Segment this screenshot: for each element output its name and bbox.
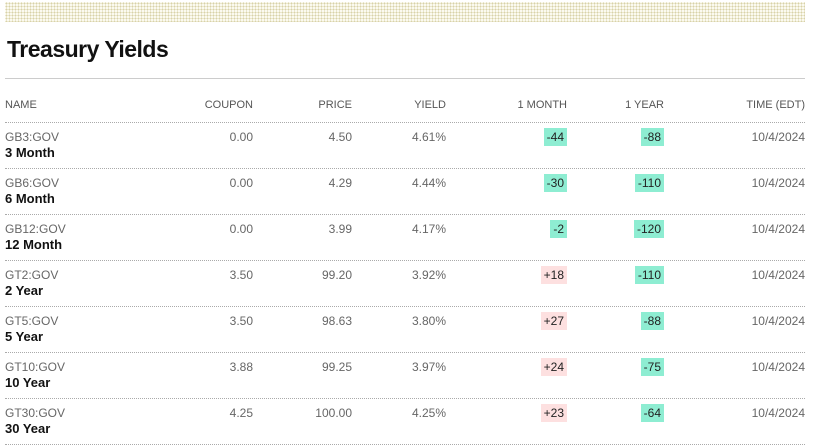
time: 10/4/2024 [751, 314, 805, 328]
column-header: NAME [5, 99, 37, 111]
yield: 3.92% [411, 268, 446, 282]
row-separator [5, 168, 805, 169]
change-month: +18 [540, 266, 567, 284]
change-year: -88 [640, 128, 664, 146]
change-year: -75 [640, 358, 664, 376]
instrument-name: 6 Month [5, 191, 55, 206]
time: 10/4/2024 [751, 360, 805, 374]
column-header: PRICE [318, 99, 352, 111]
divider [5, 78, 805, 79]
yield: 4.44% [411, 176, 446, 190]
ticker: GT10:GOV [5, 360, 66, 374]
change-month: -30 [543, 174, 567, 192]
price: 99.20 [321, 268, 352, 282]
row-separator [5, 122, 805, 123]
change-month: +23 [540, 404, 567, 422]
instrument-name: 2 Year [5, 283, 44, 298]
coupon: 0.00 [229, 176, 253, 190]
instrument-name: 3 Month [5, 145, 55, 160]
time: 10/4/2024 [751, 406, 805, 420]
coupon: 0.00 [229, 130, 253, 144]
price: 98.63 [321, 314, 352, 328]
column-header: YIELD [414, 99, 446, 111]
change-year: -110 [634, 174, 664, 192]
instrument-name: 10 Year [5, 375, 51, 390]
time: 10/4/2024 [751, 130, 805, 144]
coupon: 3.88 [229, 360, 253, 374]
yield: 4.61% [411, 130, 446, 144]
row-separator [5, 444, 805, 445]
price: 4.50 [328, 130, 352, 144]
yield: 4.17% [411, 222, 446, 236]
change-month: -44 [543, 128, 567, 146]
time: 10/4/2024 [751, 222, 805, 236]
instrument-name: 12 Month [5, 237, 63, 252]
time: 10/4/2024 [751, 176, 805, 190]
row-separator [5, 306, 805, 307]
row-separator [5, 260, 805, 261]
price: 4.29 [328, 176, 352, 190]
column-header: COUPON [204, 99, 253, 111]
coupon: 3.50 [229, 314, 253, 328]
row-separator [5, 398, 805, 399]
coupon: 4.25 [229, 406, 253, 420]
ticker: GB12:GOV [5, 222, 66, 236]
yield: 3.80% [411, 314, 446, 328]
change-month: +24 [540, 358, 567, 376]
column-header: 1 YEAR [625, 99, 664, 111]
ticker: GT5:GOV [5, 314, 59, 328]
change-month: -2 [550, 220, 567, 238]
ticker: GT2:GOV [5, 268, 59, 282]
yield: 4.25% [411, 406, 446, 420]
price: 100.00 [315, 406, 352, 420]
title: Treasury Yields [7, 36, 169, 62]
time: 10/4/2024 [751, 268, 805, 282]
price: 3.99 [328, 222, 352, 236]
column-header: 1 MONTH [517, 99, 568, 111]
ticker: GB6:GOV [5, 176, 60, 190]
ticker: GB3:GOV [5, 130, 60, 144]
instrument-name: 5 Year [5, 329, 44, 344]
row-separator [5, 352, 805, 353]
instrument-name: 30 Year [5, 421, 51, 436]
coupon: 3.50 [229, 268, 253, 282]
row-separator [5, 214, 805, 215]
change-year: -64 [640, 404, 664, 422]
ad-band [5, 2, 805, 22]
change-year: -120 [633, 220, 664, 238]
yield: 3.97% [411, 360, 446, 374]
change-month: +27 [540, 312, 567, 330]
ticker: GT30:GOV [5, 406, 66, 420]
change-year: -110 [634, 266, 664, 284]
coupon: 0.00 [229, 222, 253, 236]
price: 99.25 [321, 360, 352, 374]
column-header: TIME (EDT) [746, 99, 805, 111]
change-year: -88 [640, 312, 664, 330]
